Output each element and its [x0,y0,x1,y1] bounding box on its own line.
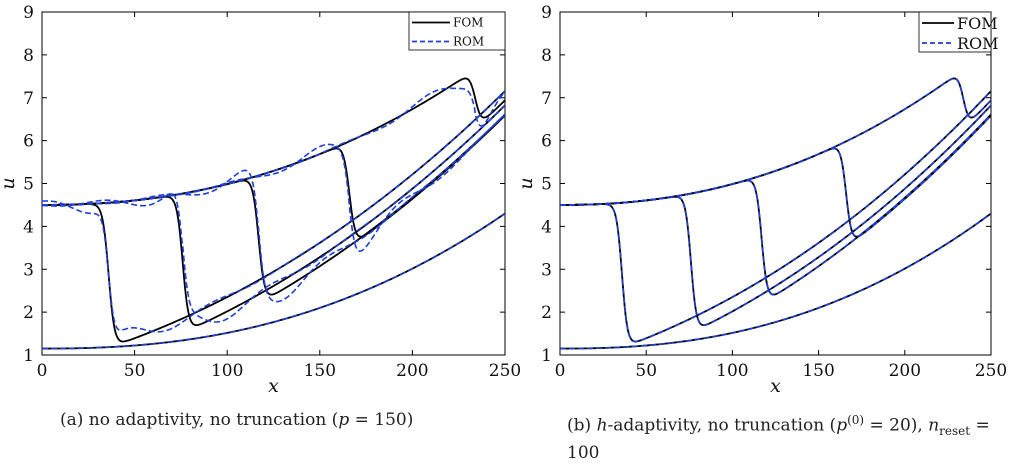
y-tick-label: 3 [541,260,552,280]
fom-curve [42,113,505,296]
x-tick-label: 0 [555,361,566,381]
x-axis-label: x [268,375,279,397]
fom-curve [560,77,991,206]
fom-curve [560,212,991,350]
y-axis-label: u [0,177,19,189]
y-tick-label: 3 [23,260,34,280]
plot-area [560,77,991,350]
y-tick-label: 7 [541,89,552,109]
x-tick-label: 100 [716,361,748,381]
x-tick-label: 100 [211,361,243,381]
y-tick-label: 5 [23,175,34,195]
x-tick-label: 0 [37,361,48,381]
rom-curve [560,77,991,206]
rom-curve [42,113,505,303]
x-tick-label: 250 [975,361,1007,381]
y-tick-label: 5 [541,175,552,195]
rom-curve [42,212,505,350]
fom-curve [42,77,505,206]
plot-area [42,77,505,350]
y-tick-label: 8 [23,46,34,66]
fom-curve [42,114,505,238]
x-axis-label: x [770,375,781,397]
y-axis-label: u [515,177,537,189]
x-tick-label: 200 [396,361,428,381]
y-tick-label: 1 [23,346,34,366]
x-tick-label: 250 [489,361,521,381]
legend-label: FOM [957,14,998,33]
x-tick-label: 50 [124,361,146,381]
x-tick-label: 50 [635,361,657,381]
legend-label: ROM [453,35,484,49]
y-tick-label: 7 [23,89,34,109]
x-tick-label: 200 [889,361,921,381]
legend-label: FOM [453,16,483,30]
legend-box [918,11,992,53]
caption-b: (b) h-adaptivity, no truncation (p(0) = … [567,413,990,464]
caption-a: (a) no adaptivity, no truncation (p = 15… [60,410,414,430]
y-tick-label: 9 [541,3,552,23]
rom-curve [42,104,505,323]
fom-curve [560,90,991,343]
y-tick-label: 6 [23,132,34,152]
fom-curve [560,104,991,327]
x-tick-label: 150 [304,361,336,381]
y-tick-label: 9 [23,3,34,23]
rom-curve [560,113,991,296]
y-tick-label: 2 [541,303,552,323]
legend-box [408,11,506,51]
y-tick-label: 4 [541,217,552,237]
y-tick-label: 8 [541,46,552,66]
fom-curve [42,104,505,327]
y-tick-label: 1 [541,346,552,366]
x-tick-label: 150 [802,361,834,381]
rom-curve [42,87,505,206]
rom-curve [42,90,505,333]
chart-panel-a: 0 50 100 150 200 250 1 2 3 4 5 6 7 8 9 x u FOM ROM [0,3,521,397]
fom-curve [42,212,505,350]
rom-curve [560,104,991,326]
y-tick-label: 2 [23,303,34,323]
rom-curve [560,212,991,350]
legend-label: ROM [957,34,999,53]
rom-curve [42,114,505,252]
rom-curve [560,114,991,238]
fom-curve [560,114,991,238]
fom-curve [560,113,991,296]
y-tick-label: 4 [23,217,34,237]
y-tick-label: 6 [541,132,552,152]
